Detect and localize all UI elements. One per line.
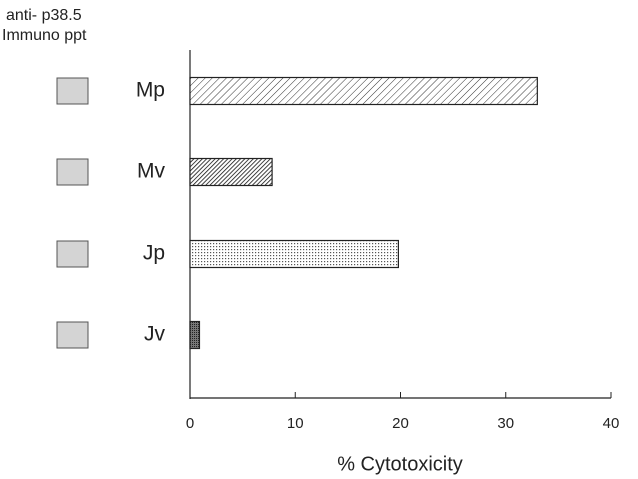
x-tick-label: 30 xyxy=(497,415,514,432)
page: anti- p38.5 Immuno ppt % Cytotoxicity 0 1… xyxy=(0,0,638,479)
blot-image xyxy=(57,322,88,348)
y-tick-label: Jv xyxy=(144,323,166,346)
blot-image xyxy=(57,78,88,104)
y-tick-label: Mv xyxy=(137,160,165,183)
chart: anti- p38.5 Immuno ppt % Cytotoxicity 0 1… xyxy=(0,0,638,479)
bar xyxy=(190,241,398,268)
blot-image xyxy=(57,159,88,185)
bar xyxy=(190,159,272,186)
x-tick-label: 40 xyxy=(603,415,620,432)
blot-image xyxy=(57,241,88,267)
x-tick-label: 0 xyxy=(186,415,194,432)
y-tick-label: Mp xyxy=(136,79,165,102)
x-axis-label: % Cytotoxicity xyxy=(337,453,463,475)
bar xyxy=(190,78,537,105)
y-tick-label: Jp xyxy=(143,242,165,265)
x-tick-label: 20 xyxy=(392,415,409,432)
chart-title: anti- p38.5 xyxy=(6,7,82,24)
x-tick-label: 10 xyxy=(287,415,304,432)
chart-subtitle: Immuno ppt xyxy=(2,27,87,44)
bar xyxy=(190,322,199,349)
